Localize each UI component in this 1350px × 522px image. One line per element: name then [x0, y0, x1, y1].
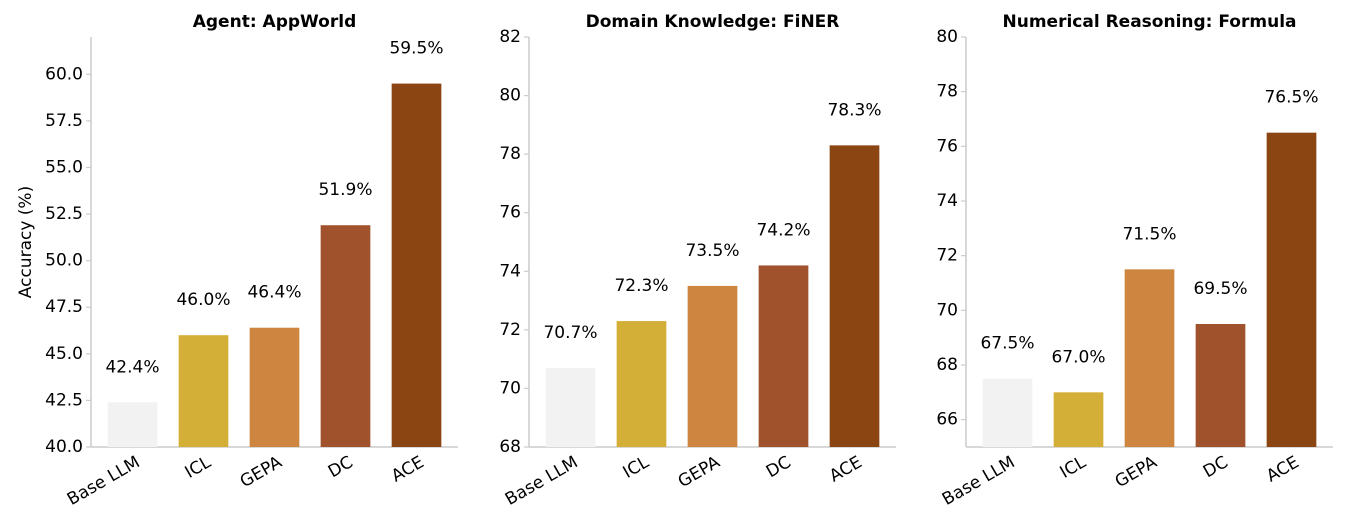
bar [616, 321, 667, 447]
bar [758, 265, 809, 447]
value-label: 73.5% [685, 241, 739, 261]
y-tick-label: 72 [499, 320, 521, 340]
x-tick-label: ICL [182, 452, 215, 483]
y-tick-label: 68 [936, 355, 958, 375]
x-tick-label: ICL [620, 452, 653, 483]
bar [829, 145, 880, 447]
value-label: 67.0% [1051, 347, 1105, 367]
chart-title: Numerical Reasoning: Formula [1003, 12, 1297, 32]
bar [545, 367, 596, 447]
value-label: 74.2% [756, 220, 810, 240]
bar [1266, 132, 1317, 447]
y-axis-label: Accuracy (%) [16, 186, 36, 298]
bar [982, 378, 1033, 447]
y-tick-label: 72 [936, 246, 958, 266]
value-label: 67.5% [980, 334, 1034, 354]
y-tick-label: 42.5 [45, 390, 83, 410]
bar [249, 327, 300, 447]
y-tick-label: 70 [499, 378, 521, 398]
bar [687, 285, 738, 447]
x-tick-label: Base LLM [64, 452, 144, 510]
value-label: 76.5% [1264, 88, 1318, 108]
x-tick-label: ACE [388, 452, 427, 486]
y-tick-label: 82 [499, 27, 521, 47]
value-label: 46.4% [247, 283, 301, 303]
value-label: 71.5% [1122, 224, 1176, 244]
x-tick-label: Base LLM [939, 452, 1019, 510]
y-tick-label: 40.0 [45, 437, 83, 457]
value-label: 46.0% [176, 290, 230, 310]
y-tick-label: 47.5 [45, 297, 83, 317]
x-tick-label: DC [1200, 452, 1232, 482]
bar [1195, 324, 1246, 447]
y-tick-label: 78 [499, 144, 521, 164]
value-label: 69.5% [1193, 279, 1247, 299]
y-tick-label: 76 [936, 136, 958, 156]
x-tick-label: ACE [1263, 452, 1302, 486]
x-tick-label: GEPA [675, 452, 724, 492]
y-tick-label: 74 [499, 261, 521, 281]
y-tick-label: 50.0 [45, 251, 83, 271]
chart-title: Agent: AppWorld [193, 12, 357, 32]
y-tick-label: 70 [936, 300, 958, 320]
y-tick-label: 80 [499, 86, 521, 106]
bar [391, 83, 442, 447]
x-tick-label: ACE [826, 452, 865, 486]
x-tick-label: DC [325, 452, 357, 482]
bar [178, 335, 229, 447]
x-tick-label: GEPA [1112, 452, 1161, 492]
y-tick-label: 52.5 [45, 204, 83, 224]
bar [107, 402, 158, 447]
value-label: 51.9% [318, 180, 372, 200]
y-tick-label: 74 [936, 191, 958, 211]
y-tick-label: 78 [936, 82, 958, 102]
value-label: 59.5% [389, 39, 443, 59]
y-tick-label: 60.0 [45, 64, 83, 84]
value-label: 72.3% [614, 276, 668, 296]
y-tick-label: 45.0 [45, 344, 83, 364]
value-label: 78.3% [827, 100, 881, 120]
y-tick-label: 57.5 [45, 111, 83, 131]
y-tick-label: 68 [499, 437, 521, 457]
y-tick-label: 76 [499, 203, 521, 223]
value-label: 42.4% [105, 357, 159, 377]
y-tick-label: 55.0 [45, 157, 83, 177]
bar [1053, 392, 1104, 447]
y-tick-label: 80 [936, 27, 958, 47]
bar [320, 225, 371, 447]
chart-title: Domain Knowledge: FiNER [586, 12, 840, 32]
bar [1124, 269, 1175, 447]
x-tick-label: GEPA [237, 452, 286, 492]
value-label: 70.7% [543, 323, 597, 343]
x-tick-label: ICL [1057, 452, 1090, 483]
y-tick-label: 66 [936, 410, 958, 430]
x-tick-label: Base LLM [502, 452, 582, 510]
x-tick-label: DC [763, 452, 795, 482]
